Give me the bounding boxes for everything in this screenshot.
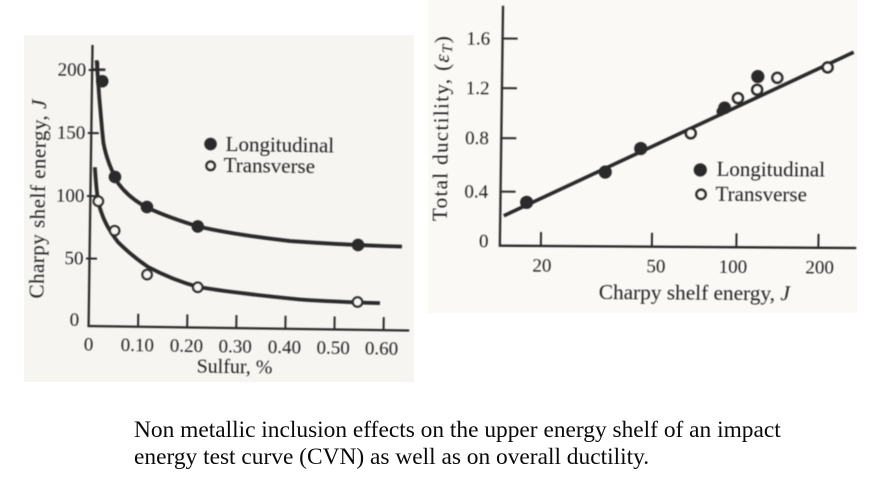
svg-text:100: 100 — [719, 257, 748, 278]
svg-text:150: 150 — [57, 123, 86, 144]
svg-text:0.30: 0.30 — [218, 336, 252, 357]
svg-text:200: 200 — [58, 60, 87, 81]
svg-text:0: 0 — [70, 310, 80, 331]
svg-text:0.50: 0.50 — [316, 338, 350, 359]
svg-text:100: 100 — [56, 186, 85, 207]
svg-text:Longitudinal: Longitudinal — [716, 157, 825, 182]
svg-text:0.4: 0.4 — [464, 182, 489, 203]
svg-text:0.60: 0.60 — [365, 338, 399, 359]
svg-text:0: 0 — [479, 231, 489, 252]
svg-text:Transverse: Transverse — [223, 153, 315, 178]
svg-text:Transverse: Transverse — [715, 182, 807, 207]
svg-text:Charpy shelf energy, J: Charpy shelf energy, J — [24, 98, 51, 299]
svg-text:1.2: 1.2 — [466, 78, 490, 99]
svg-text:0.40: 0.40 — [268, 337, 302, 358]
svg-text:Longitudinal: Longitudinal — [225, 132, 334, 158]
svg-text:0: 0 — [84, 334, 94, 355]
svg-text:50: 50 — [646, 256, 665, 277]
svg-text:1.6: 1.6 — [466, 29, 490, 50]
svg-text:Total ductility, (εT): Total ductility, (εT) — [428, 35, 456, 221]
svg-text:Sulfur, %: Sulfur, % — [196, 356, 272, 379]
svg-text:50: 50 — [64, 248, 83, 269]
svg-text:0.20: 0.20 — [170, 336, 204, 357]
svg-text:200: 200 — [805, 257, 834, 278]
svg-text:0.10: 0.10 — [121, 335, 155, 356]
svg-text:Charpy shelf energy, J: Charpy shelf energy, J — [599, 280, 792, 305]
svg-text:0.8: 0.8 — [465, 128, 489, 149]
svg-text:20: 20 — [532, 256, 551, 277]
